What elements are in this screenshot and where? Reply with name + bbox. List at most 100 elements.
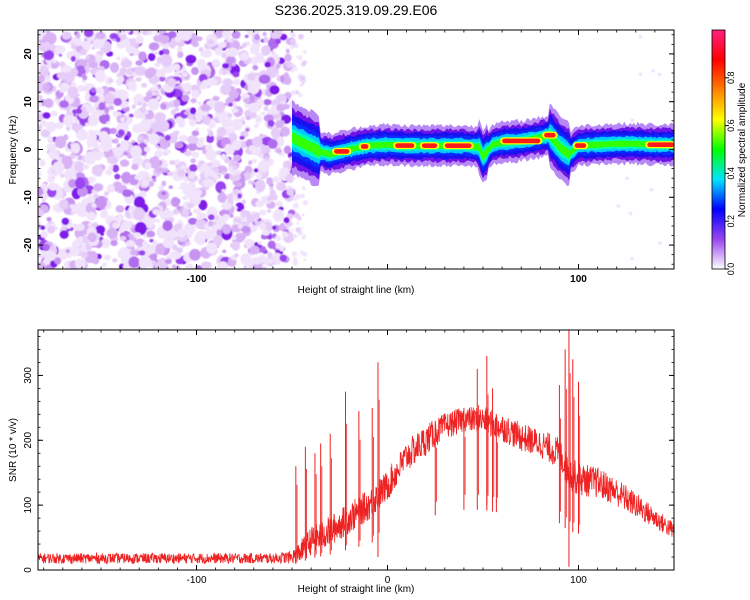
noise-blob [299,75,306,82]
noise-blob [162,238,175,249]
noise-blob [163,149,171,155]
noise-blob [116,56,121,61]
noise-blob [267,209,271,213]
noise-blob [174,107,180,112]
noise-blob [100,138,112,152]
noise-blob [167,31,177,39]
noise-blob [109,127,117,134]
noise-blob [234,232,245,243]
colorbar-tick-label: 0.4 [726,167,736,180]
noise-blob [208,121,216,129]
noise-blob [159,138,170,150]
noise-blob [112,164,120,173]
noise-blob [221,189,226,193]
noise-blob [285,62,294,68]
noise-blob [95,69,106,83]
noise-blob [251,181,257,185]
noise-blob [285,48,290,54]
noise-blob [638,35,642,39]
noise-blob [221,223,232,235]
noise-blob [294,67,298,71]
colorbar-tick-label: 0.2 [726,215,736,228]
snr-frame [37,329,675,571]
noise-blob [211,59,221,68]
noise-blob [95,225,106,234]
noise-blob [213,174,220,181]
noise-blob [114,173,121,180]
noise-blob [108,105,115,111]
noise-blob [247,73,256,81]
noise-blob [185,54,197,64]
noise-blob [263,36,269,44]
colorbar: 0.0 0.2 0.4 0.6 0.8 Normalized spectral ampl… [711,29,748,275]
hot-segment [334,149,350,154]
noise-blob [267,251,273,258]
noise-blob [196,164,201,168]
noise-blob [120,59,133,68]
noise-blob [193,208,201,215]
snr-series-line [38,407,674,565]
noise-blob [226,47,239,57]
noise-blob [280,126,291,137]
hot-segment [421,143,438,148]
noise-blob [224,174,231,180]
noise-blob [650,188,654,192]
noise-blob [124,135,130,141]
noise-blob [191,130,200,137]
noise-blob [67,85,79,99]
noise-blob [276,103,286,112]
noise-blob [165,258,172,264]
noise-blob [173,99,181,108]
noise-blob [59,82,70,92]
noise-blob [221,53,227,58]
noise-blob [91,164,103,177]
noise-blob [74,161,85,173]
noise-blob [46,32,57,45]
noise-blob [269,85,280,95]
noise-blob [254,179,266,192]
carrier-band [292,99,674,187]
noise-blob [182,195,189,201]
noise-blob [200,49,213,58]
noise-blob [204,223,210,231]
noise-blob [175,80,180,84]
noise-blob [106,184,115,193]
noise-blob [166,77,177,87]
noise-blob [264,61,271,68]
noise-blob [187,202,195,208]
noise-blob [181,94,190,102]
noise-blob [171,196,180,208]
noise-blob [237,223,243,229]
noise-blob [206,242,218,254]
y-tick-label: 10 [23,96,34,108]
noise-blob [121,220,132,230]
noise-blob [134,175,141,180]
noise-blob [283,72,290,80]
noise-blob [651,69,655,73]
noise-blob [298,92,303,98]
colorbar-gradient [711,29,726,270]
noise-blob [154,51,160,56]
noise-blob [79,48,88,56]
noise-blob [141,82,148,88]
noise-blob [126,116,133,125]
noise-blob [75,108,83,114]
noise-blob [170,43,175,49]
noise-blob [156,96,161,100]
noise-blob [177,228,186,238]
noise-blob [175,30,183,36]
noise-blob [248,103,261,113]
noise-blob [39,250,46,257]
noise-blob [302,187,306,190]
noise-blob [128,113,134,118]
noise-blob [178,186,183,190]
noise-blob [283,217,290,224]
noise-blob [264,156,269,162]
noise-blob [301,81,305,85]
noise-blob [87,232,97,243]
noise-blob [195,127,200,131]
noise-blob [216,229,223,236]
noise-blob [182,183,194,196]
noise-blob [71,240,82,248]
